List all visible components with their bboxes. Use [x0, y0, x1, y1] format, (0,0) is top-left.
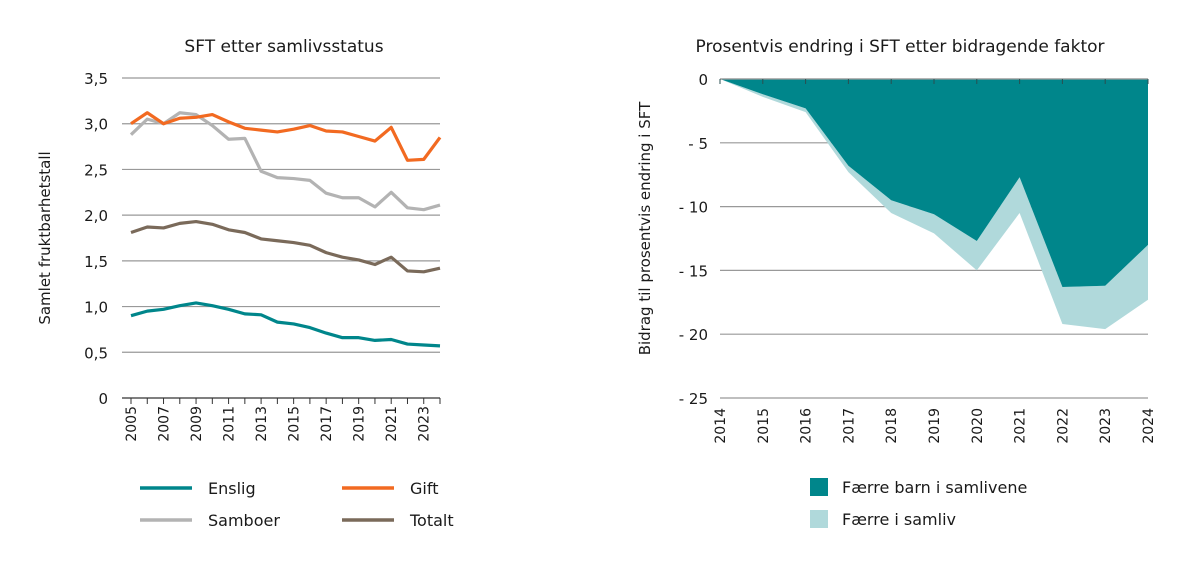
x-tick-label: 2011	[222, 406, 238, 442]
x-tick-label: 2007	[157, 406, 173, 442]
x-tick-label: 2024	[1141, 408, 1157, 444]
x-tick-label: 2023	[1098, 408, 1114, 444]
x-tick-label: 2016	[799, 408, 815, 444]
x-tick-label: 2017	[319, 406, 335, 442]
x-tick-label: 2023	[417, 406, 433, 442]
y-tick-label: 0	[698, 71, 708, 89]
x-tick-label: 2005	[124, 406, 140, 442]
x-tick-label: 2021	[384, 406, 400, 442]
chart-title: SFT etter samlivsstatus	[184, 37, 383, 57]
series-line-gift	[130, 111, 442, 162]
y-tick-label: 3,5	[84, 70, 108, 88]
series-line-samboer	[129, 111, 441, 212]
x-tick-label: 2018	[884, 408, 900, 444]
chart-title: Prosentvis endring i SFT etter bidragend…	[696, 37, 1105, 57]
x-tick-label: 2019	[927, 408, 943, 444]
x-tick-label: 2009	[189, 406, 205, 442]
y-tick-label: - 10	[679, 199, 708, 217]
y-tick-label: - 5	[688, 135, 708, 153]
y-tick-label: - 25	[679, 390, 708, 408]
x-tick-label: 2019	[352, 406, 368, 442]
x-tick-label: 2015	[287, 406, 303, 442]
y-tick-label: 2,0	[84, 207, 108, 225]
x-tick-label: 2013	[254, 406, 270, 442]
legend-swatch	[810, 510, 828, 528]
y-tick-label: 0	[98, 390, 108, 408]
legend-label: Gift	[410, 479, 438, 498]
x-tick-label: 2020	[970, 408, 986, 444]
legend-label: Enslig	[208, 479, 256, 498]
right-chart: Prosentvis endring i SFT etter bidragend…	[636, 37, 1157, 529]
series-line-totalt	[130, 219, 441, 274]
legend-label: Totalt	[409, 511, 454, 530]
x-tick-label: 2017	[841, 408, 857, 444]
area-faerre-i-samliv	[720, 79, 1148, 330]
legend-swatch	[810, 478, 828, 496]
y-tick-label: 3,0	[84, 116, 108, 134]
x-tick-label: 2021	[1013, 408, 1029, 444]
y-tick-label: 2,5	[84, 161, 108, 179]
legend-label: Færre barn i samlivene	[842, 478, 1027, 497]
y-tick-label: 0,5	[84, 344, 108, 362]
x-tick-label: 2022	[1055, 408, 1071, 444]
y-tick-label: - 20	[679, 326, 708, 344]
y-axis-label: Bidrag til prosentvis endring i SFT	[636, 101, 654, 355]
y-tick-label: - 15	[679, 262, 708, 280]
left-chart: SFT etter samlivsstatus Samlet fruktbarhe…	[36, 37, 454, 530]
legend-label: Færre i samliv	[842, 510, 956, 529]
y-tick-label: 1,5	[84, 253, 108, 271]
legend-label: Samboer	[208, 511, 280, 530]
area-faerre-barn-i-samlivene	[720, 79, 1148, 287]
x-tick-label: 2014	[713, 408, 729, 444]
y-axis-label: Samlet fruktbarhetstall	[36, 151, 54, 324]
y-tick-label: 1,0	[84, 299, 108, 317]
x-tick-label: 2015	[756, 408, 772, 444]
series-line-enslig	[130, 301, 441, 348]
